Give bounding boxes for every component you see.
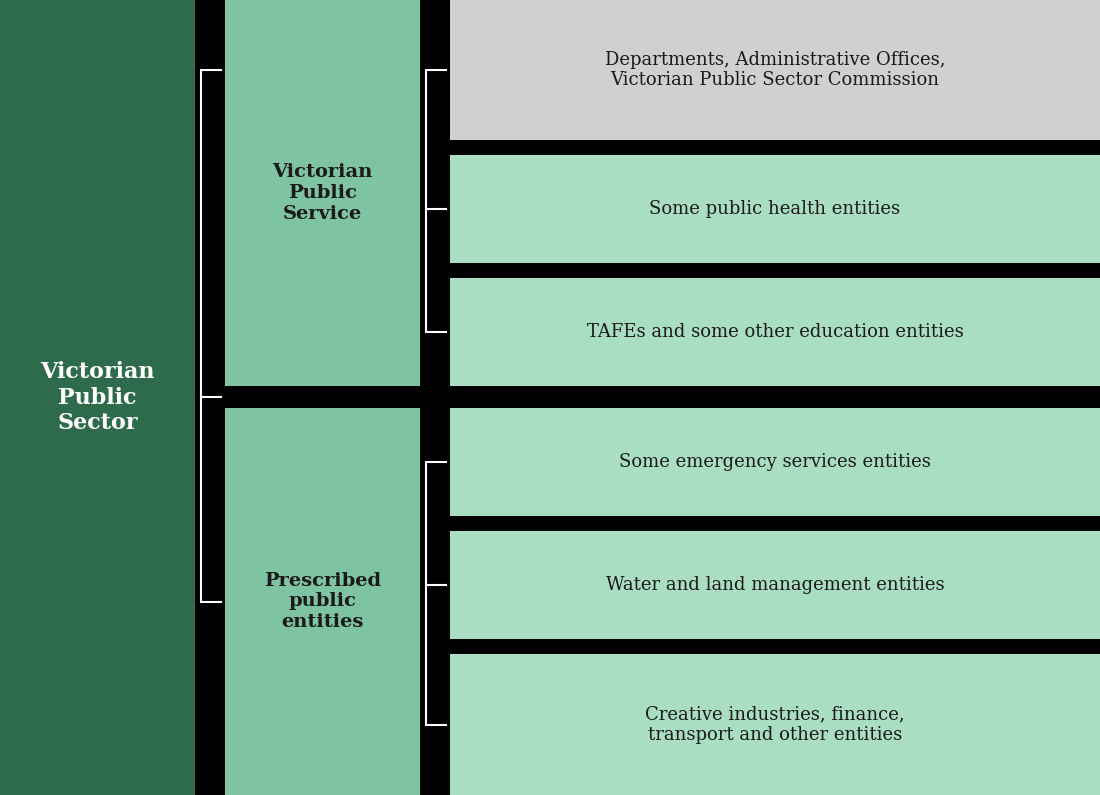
Text: Creative industries, finance,
transport and other entities: Creative industries, finance, transport … (646, 705, 905, 744)
Text: Prescribed
public
entities: Prescribed public entities (264, 572, 381, 631)
Bar (226, 0, 420, 386)
Bar (450, 0, 1100, 140)
Bar (450, 155, 1100, 263)
Text: Some public health entities: Some public health entities (649, 200, 901, 218)
Text: Water and land management entities: Water and land management entities (606, 576, 944, 594)
Text: Victorian
Public
Service: Victorian Public Service (273, 163, 373, 223)
Text: Victorian
Public
Sector: Victorian Public Sector (41, 361, 155, 434)
Bar (226, 408, 420, 795)
Bar (0, 0, 195, 795)
Text: TAFEs and some other education entities: TAFEs and some other education entities (586, 323, 964, 341)
Text: Departments, Administrative Offices,
Victorian Public Sector Commission: Departments, Administrative Offices, Vic… (605, 51, 945, 89)
Text: Some emergency services entities: Some emergency services entities (619, 453, 931, 471)
Bar (450, 278, 1100, 386)
Bar (450, 531, 1100, 639)
Bar (450, 654, 1100, 795)
Bar (450, 408, 1100, 516)
